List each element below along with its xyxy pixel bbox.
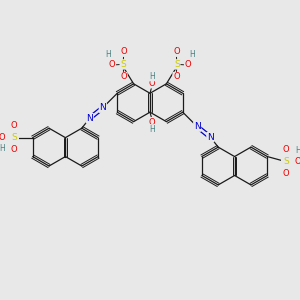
Text: H: H bbox=[149, 125, 155, 134]
Text: O: O bbox=[295, 157, 300, 166]
Text: O: O bbox=[11, 145, 17, 154]
Text: H: H bbox=[295, 146, 300, 155]
Text: O: O bbox=[120, 47, 127, 56]
Text: O: O bbox=[109, 60, 116, 69]
Text: N: N bbox=[99, 103, 106, 112]
Text: S: S bbox=[284, 157, 289, 166]
Text: S: S bbox=[120, 60, 126, 69]
Text: O: O bbox=[283, 146, 290, 154]
Text: S: S bbox=[11, 133, 16, 142]
Text: O: O bbox=[173, 47, 180, 56]
Text: O: O bbox=[11, 121, 17, 130]
Text: N: N bbox=[86, 114, 93, 123]
Text: O: O bbox=[120, 73, 127, 82]
Text: O: O bbox=[283, 169, 290, 178]
Text: H: H bbox=[0, 144, 5, 153]
Text: O: O bbox=[149, 79, 155, 88]
Text: H: H bbox=[189, 50, 195, 59]
Text: N: N bbox=[207, 133, 214, 142]
Text: H: H bbox=[149, 72, 155, 81]
Text: O: O bbox=[173, 73, 180, 82]
Text: S: S bbox=[174, 60, 180, 69]
Text: O: O bbox=[0, 133, 5, 142]
Text: N: N bbox=[194, 122, 201, 131]
Text: H: H bbox=[105, 50, 111, 59]
Text: O: O bbox=[184, 60, 191, 69]
Text: O: O bbox=[149, 118, 155, 127]
